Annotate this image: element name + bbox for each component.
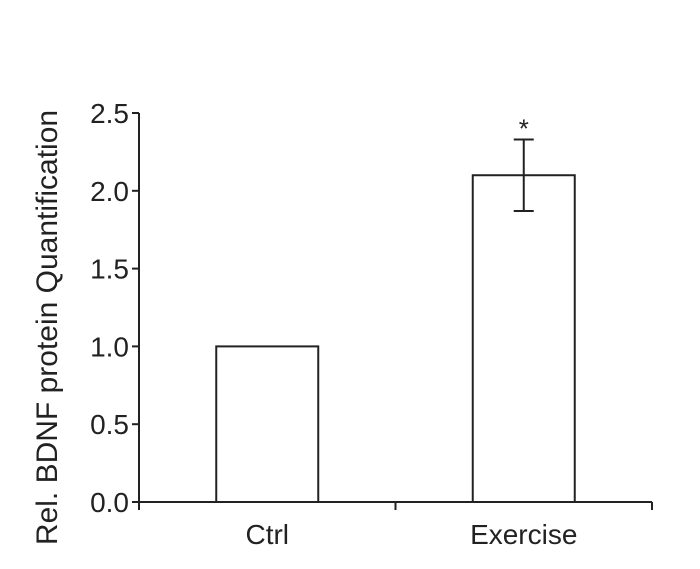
y-tick-label: 1.0: [90, 331, 129, 362]
y-tick-label: 0.5: [90, 409, 129, 440]
bar-ctrl: [215, 345, 320, 503]
y-axis-title: Rel. BDNF protein Quantification: [31, 110, 64, 545]
bar-exercise: [471, 174, 576, 504]
x-tick-label: Exercise: [470, 519, 577, 550]
y-tick-label: 0.0: [90, 487, 129, 518]
x-tick-label: Ctrl: [245, 519, 289, 550]
y-tick-label: 2.5: [90, 98, 129, 129]
y-tick-label: 2.0: [90, 176, 129, 207]
x-axis: Ctrl Exercise: [138, 501, 653, 550]
bars-group: *: [215, 113, 576, 504]
y-axis: 0.0 0.5 1.0 1.5 2.0 2.5: [90, 98, 140, 518]
y-tick-label: 1.5: [90, 254, 129, 285]
significance-marker: *: [519, 113, 529, 143]
